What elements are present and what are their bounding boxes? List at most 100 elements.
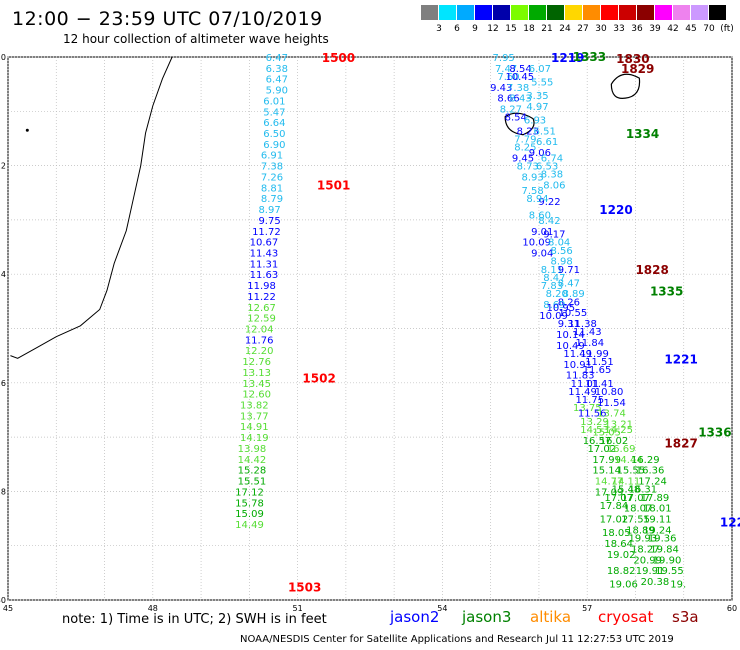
swh-value: 11.84 <box>575 338 604 349</box>
swh-value: 10.49 <box>556 341 585 352</box>
legend-s3a: s3a <box>672 608 699 626</box>
swh-value: 11.75 <box>575 395 604 406</box>
swh-value: 9.75 <box>258 216 280 227</box>
pass-time: 1333 <box>573 50 606 64</box>
track-east: 7.957.478.547.6010.456.075.559.437.388.6… <box>490 50 740 591</box>
pass-time: 1220 <box>599 203 632 217</box>
swh-value: 9.06 <box>529 148 551 159</box>
swh-value: 8.47 <box>558 278 580 289</box>
scale-label: (ft) <box>720 24 734 34</box>
reunion-island <box>504 112 535 136</box>
swh-value: 13.82 <box>240 401 269 412</box>
swh-value: 6.38 <box>266 64 288 75</box>
swh-value: 10.55 <box>559 308 588 319</box>
swh-value: 17.07 <box>621 493 650 504</box>
swh-value: 7.58 <box>521 186 543 197</box>
swh-value: 9.71 <box>558 265 580 276</box>
swh-value: 10.67 <box>250 238 279 249</box>
lon-label: 51 <box>293 604 303 613</box>
swh-value: 5.90 <box>266 86 288 97</box>
swh-value: 19.84 <box>650 544 679 555</box>
scale-label: 24 <box>559 24 571 34</box>
satellite-tracks: 6.476.386.475.906.015.476.646.506.906.91… <box>235 50 740 595</box>
swh-value: 15.05 <box>592 428 621 439</box>
pass-time: 1334 <box>626 127 659 141</box>
swh-value: 15.09 <box>235 509 264 520</box>
swh-value: 11.56 <box>578 409 607 420</box>
swh-value: 17.55 <box>621 515 650 526</box>
swh-value: 13.98 <box>238 444 267 455</box>
swh-value: 9.17 <box>543 229 565 240</box>
pass-time: 1222 <box>720 515 740 529</box>
swh-value: 4.97 <box>526 102 548 113</box>
swh-value: 3.35 <box>526 91 548 102</box>
pass-time: 1501 <box>317 179 350 193</box>
swh-value: 8.27 <box>500 105 522 116</box>
swh-value: 11.43 <box>573 327 602 338</box>
scale-label: 27 <box>577 24 589 34</box>
swh-value: 6.07 <box>529 64 551 75</box>
swh-value: 16.29 <box>631 455 660 466</box>
swh-value: 16.31 <box>629 485 658 496</box>
swh-value: 13.13 <box>242 368 271 379</box>
scale-swatch <box>457 5 474 20</box>
swh-value: 9.31 <box>558 319 580 330</box>
swh-value: 15.28 <box>238 466 267 477</box>
swh-value: 20.99 <box>633 555 662 566</box>
swh-value: 6.01 <box>263 96 285 107</box>
swh-value: 12.76 <box>242 357 271 368</box>
swh-value: 8.66 <box>497 94 519 105</box>
swh-value: 19.02 <box>607 550 636 561</box>
swh-value: 14.77 <box>595 477 624 488</box>
scale-swatch <box>673 5 690 20</box>
footnote: note: 1) Time is in UTC; 2) SWH is in fe… <box>62 612 327 627</box>
scale-swatch <box>439 5 456 20</box>
swh-value: 16.57 <box>583 436 612 447</box>
swh-value: 19.11 <box>643 515 672 526</box>
swh-value: 7.47 <box>495 64 517 75</box>
swh-value: 9.04 <box>531 248 553 259</box>
swh-value: 18.01 <box>643 504 672 515</box>
pass-time: 1335 <box>650 284 683 298</box>
swh-value: 11.41 <box>585 379 614 390</box>
swh-value: 6.74 <box>541 153 563 164</box>
swh-value: 13.77 <box>240 411 269 422</box>
credit-line: NOAA/NESDIS Center for Satellite Applica… <box>240 634 674 645</box>
lat-label: -24 <box>0 270 6 279</box>
legend-jason3: jason3 <box>462 608 512 626</box>
map-title: 12:00 − 23:59 UTC 07/10/2019 <box>12 8 323 30</box>
swh-value: 18.64 <box>604 539 633 550</box>
swh-value: 17.02 <box>588 444 617 455</box>
swh-value: 17.99 <box>592 455 621 466</box>
lat-label: -22 <box>0 162 6 171</box>
swh-value: 11.38 <box>568 319 597 330</box>
swh-value: 18.89 <box>626 525 655 536</box>
axis-labels: -20 -22 -24 -26 -28 -3045 48 51 54 57 60 <box>0 53 737 613</box>
swh-value: 8.20 <box>546 289 568 300</box>
swh-value: 20.38 <box>641 577 670 588</box>
swh-value: 8.54 <box>509 64 531 75</box>
swh-value: 6.91 <box>261 151 283 162</box>
swh-value: 19.91 <box>636 566 665 577</box>
swh-value: 11.51 <box>585 357 614 368</box>
swh-value: 17.84 <box>600 501 629 512</box>
swh-value: 6.53 <box>536 162 558 173</box>
swh-value: 8.93 <box>521 172 543 183</box>
scale-label: 30 <box>595 24 607 34</box>
swh-value: 11.54 <box>597 398 626 409</box>
swh-value: 6.64 <box>263 118 285 129</box>
swh-value: 16.02 <box>600 436 629 447</box>
lat-label: -26 <box>0 379 6 388</box>
swh-value: 11.63 <box>250 270 279 281</box>
scale-swatch <box>529 5 546 20</box>
swh-value: 11.99 <box>580 349 609 360</box>
track-west: 6.476.386.475.906.015.476.646.506.906.91… <box>235 51 355 594</box>
scale-swatch <box>493 5 510 20</box>
swh-value: 13.74 <box>597 409 626 420</box>
swh-value: 11.98 <box>247 281 276 292</box>
scale-label: 3 <box>436 24 442 34</box>
swh-value: 12.60 <box>242 390 271 401</box>
scale-label: 39 <box>649 24 661 34</box>
swh-value: 6.50 <box>263 129 285 140</box>
